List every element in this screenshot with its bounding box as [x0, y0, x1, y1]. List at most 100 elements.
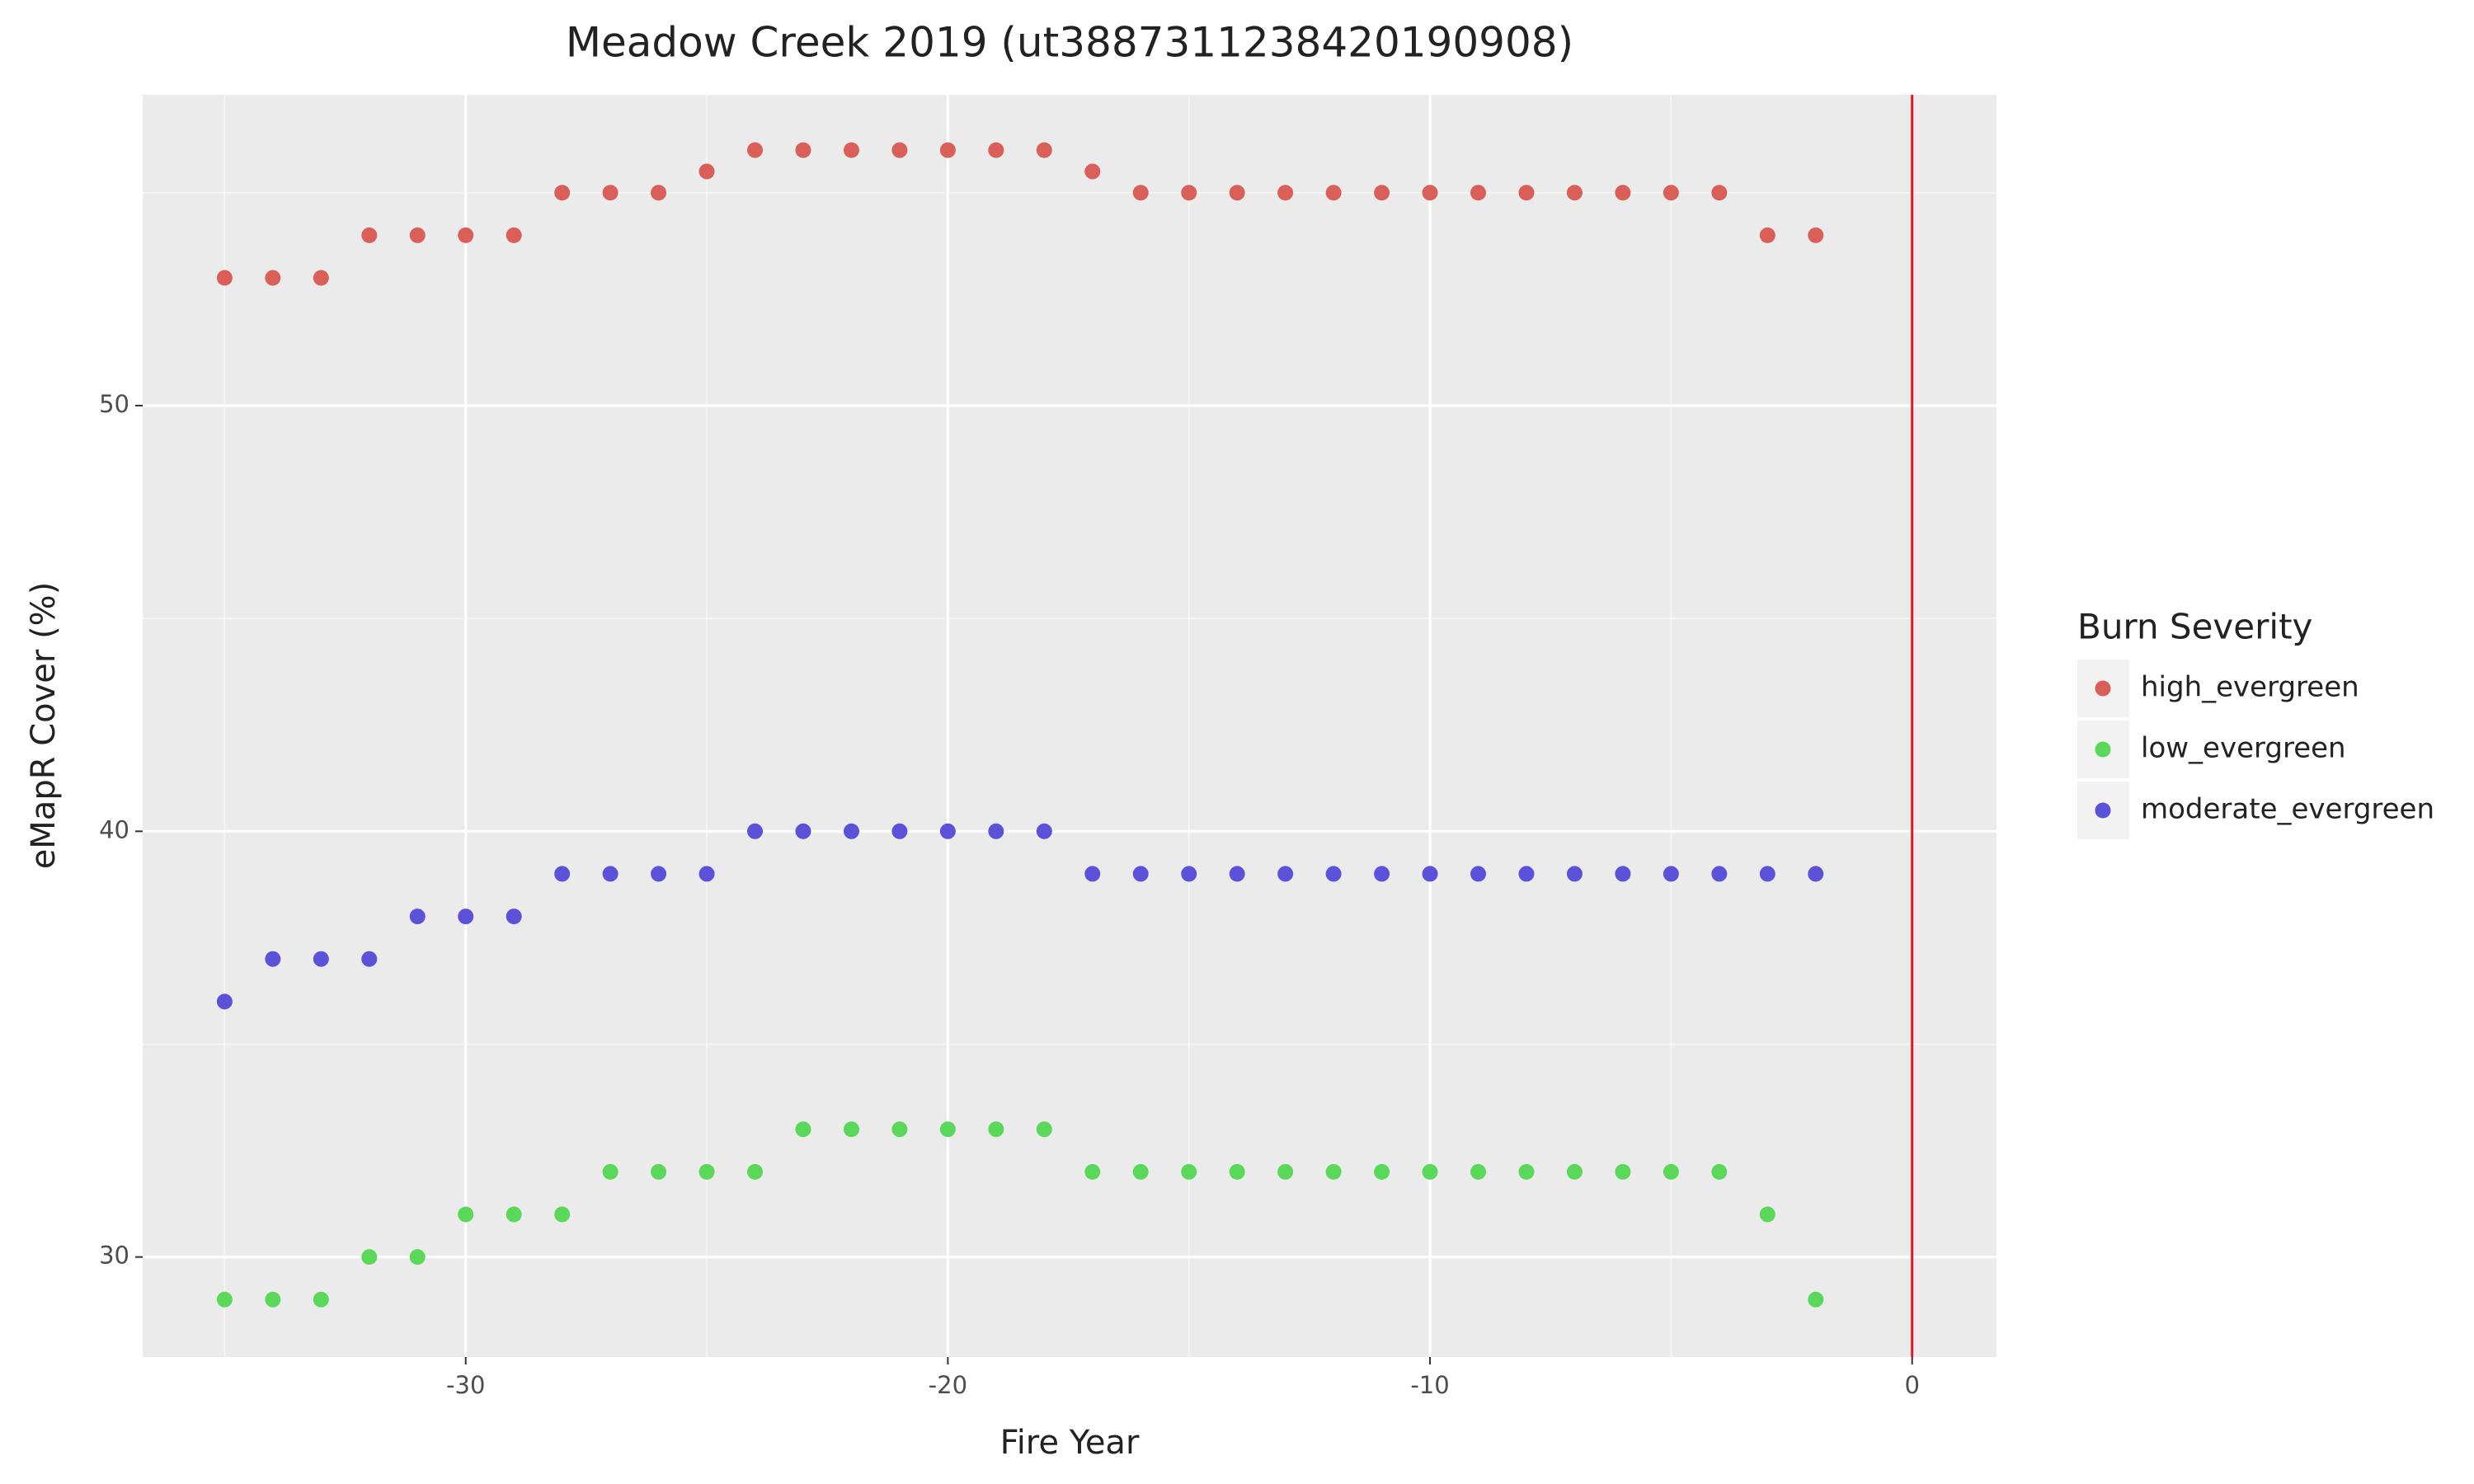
point	[1181, 866, 1197, 882]
point	[216, 270, 233, 286]
point	[602, 1163, 618, 1180]
point	[458, 909, 474, 925]
point	[554, 185, 571, 201]
point	[1036, 823, 1052, 839]
legend-label: moderate_evergreen	[2141, 793, 2434, 826]
chart-title: Meadow Creek 2019 (ut3887311238420190908…	[566, 19, 1573, 67]
point	[1759, 227, 1776, 243]
legend-title: Burn Severity	[2077, 607, 2312, 647]
point	[1566, 1163, 1583, 1180]
point	[1422, 866, 1438, 882]
point	[1374, 185, 1390, 201]
point	[1422, 1163, 1438, 1180]
point	[409, 227, 426, 243]
panel	[143, 95, 1997, 1357]
point	[1759, 1206, 1776, 1223]
point	[554, 1206, 571, 1223]
point	[1808, 866, 1824, 882]
legend-marker	[2095, 802, 2111, 819]
point	[1566, 185, 1583, 201]
point	[1759, 866, 1776, 882]
point	[1374, 1163, 1390, 1180]
point	[1229, 1163, 1245, 1180]
point	[1132, 866, 1149, 882]
point	[1181, 185, 1197, 201]
point	[602, 185, 618, 201]
point	[843, 142, 859, 158]
point	[409, 1249, 426, 1266]
point	[1711, 185, 1728, 201]
point	[698, 163, 715, 180]
point	[1084, 1163, 1101, 1180]
point	[939, 142, 956, 158]
point	[1325, 1163, 1342, 1180]
point	[1518, 185, 1535, 201]
point	[1422, 185, 1438, 201]
point	[361, 1249, 378, 1266]
point	[843, 823, 859, 839]
point	[1325, 866, 1342, 882]
point	[361, 227, 378, 243]
y-tick-label: 30	[99, 1242, 129, 1270]
point	[1808, 227, 1824, 243]
point	[1084, 866, 1101, 882]
point	[1229, 185, 1245, 201]
point	[1132, 1163, 1149, 1180]
point	[795, 1121, 811, 1138]
point	[265, 270, 281, 286]
point	[1663, 185, 1679, 201]
point	[651, 866, 667, 882]
point	[698, 1163, 715, 1180]
point	[891, 823, 908, 839]
point	[265, 1291, 281, 1308]
legend-marker	[2095, 741, 2111, 758]
point	[1277, 1163, 1294, 1180]
point	[988, 142, 1004, 158]
point	[1181, 1163, 1197, 1180]
point	[1711, 866, 1728, 882]
legend-marker	[2095, 680, 2111, 697]
point	[747, 142, 764, 158]
point	[1374, 866, 1390, 882]
y-tick-label: 50	[99, 390, 129, 418]
point	[1229, 866, 1245, 882]
point	[939, 823, 956, 839]
point	[458, 227, 474, 243]
point	[313, 951, 329, 967]
point	[1036, 142, 1052, 158]
point	[1277, 866, 1294, 882]
point	[1615, 185, 1631, 201]
point	[1277, 185, 1294, 201]
point	[1325, 185, 1342, 201]
point	[795, 142, 811, 158]
point	[1566, 866, 1583, 882]
point	[458, 1206, 474, 1223]
point	[843, 1121, 859, 1138]
point	[1808, 1291, 1824, 1308]
point	[216, 993, 233, 1010]
point	[1663, 1163, 1679, 1180]
point	[506, 909, 522, 925]
x-tick-label: -20	[929, 1371, 967, 1399]
point	[1711, 1163, 1728, 1180]
point	[1615, 866, 1631, 882]
point	[1518, 1163, 1535, 1180]
point	[939, 1121, 956, 1138]
point	[698, 866, 715, 882]
point	[795, 823, 811, 839]
point	[409, 909, 426, 925]
point	[1036, 1121, 1052, 1138]
y-axis-label: eMapR Cover (%)	[25, 582, 63, 870]
point	[506, 1206, 522, 1223]
point	[891, 1121, 908, 1138]
point	[313, 270, 329, 286]
point	[988, 1121, 1004, 1138]
point	[265, 951, 281, 967]
point	[1663, 866, 1679, 882]
point	[216, 1291, 233, 1308]
point	[602, 866, 618, 882]
point	[1470, 866, 1486, 882]
point	[747, 1163, 764, 1180]
legend-label: high_evergreen	[2141, 671, 2359, 704]
